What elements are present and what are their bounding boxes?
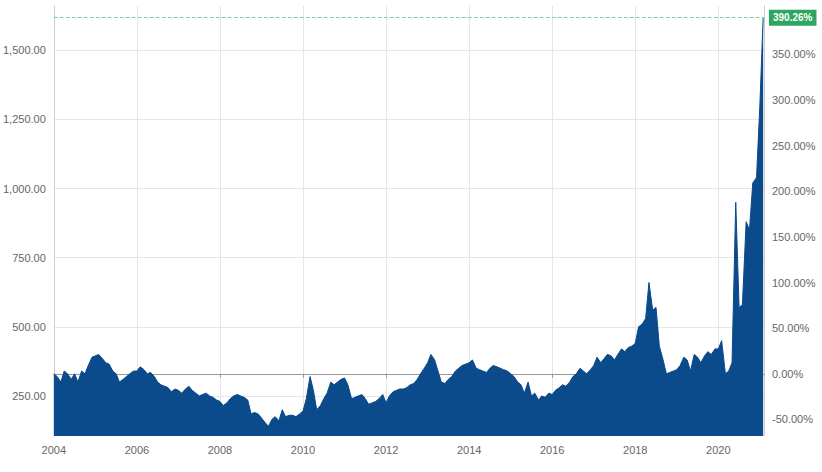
svg-text:100.00%: 100.00% — [772, 277, 816, 289]
svg-text:390.26%: 390.26% — [773, 12, 813, 23]
svg-text:500.00: 500.00 — [12, 321, 46, 333]
svg-text:2020: 2020 — [706, 444, 730, 456]
svg-text:300.00%: 300.00% — [772, 94, 816, 106]
svg-text:50.00%: 50.00% — [772, 322, 810, 334]
svg-text:2014: 2014 — [457, 444, 481, 456]
svg-text:1,500.00: 1,500.00 — [3, 44, 46, 56]
svg-text:350.00%: 350.00% — [772, 48, 816, 60]
svg-text:0.00%: 0.00% — [772, 368, 803, 380]
svg-text:2008: 2008 — [208, 444, 232, 456]
svg-text:750.00: 750.00 — [12, 252, 46, 264]
svg-text:2004: 2004 — [42, 444, 66, 456]
svg-text:2010: 2010 — [291, 444, 315, 456]
svg-text:250.00: 250.00 — [12, 390, 46, 402]
svg-text:2018: 2018 — [623, 444, 647, 456]
svg-text:2016: 2016 — [540, 444, 564, 456]
svg-text:150.00%: 150.00% — [772, 231, 816, 243]
svg-text:2012: 2012 — [374, 444, 398, 456]
svg-text:-50.00%: -50.00% — [772, 413, 813, 425]
svg-text:1,250.00: 1,250.00 — [3, 113, 46, 125]
svg-text:200.00%: 200.00% — [772, 185, 816, 197]
svg-text:2006: 2006 — [125, 444, 149, 456]
svg-text:250.00%: 250.00% — [772, 140, 816, 152]
svg-text:1,000.00: 1,000.00 — [3, 183, 46, 195]
